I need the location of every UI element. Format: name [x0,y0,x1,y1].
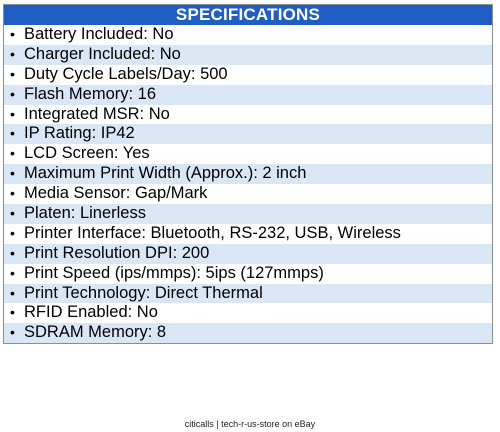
spec-text: Media Sensor: Gap/Mark [24,184,208,203]
footer-credit: citicalls | tech-r-us-store on eBay [184,419,316,429]
bullet-icon: • [10,65,15,82]
spec-row: • Print Speed (ips/mmps): 5ips (127mmps) [4,263,492,284]
spec-text: Print Resolution DPI: 200 [24,243,210,262]
specifications-list: • Battery Included: No • Charger Included: … [4,25,492,344]
bullet-icon: • [10,165,15,182]
spec-text: Flash Memory: 16 [24,84,157,103]
bullet-icon: • [10,85,15,102]
spec-row: • Charger Included: No [4,44,492,65]
spec-text: Charger Included: No [24,44,181,63]
spec-text: Integrated MSR: No [24,104,170,123]
spec-row: • Print Resolution DPI: 200 [4,243,492,264]
spec-row: • Media Sensor: Gap/Mark [4,184,492,205]
bullet-icon: • [10,105,15,122]
spec-text: Print Speed (ips/mmps): 5ips (127mmps) [24,263,324,282]
spec-row: • SDRAM Memory: 8 [4,323,492,344]
spec-row: • RFID Enabled: No [4,303,492,324]
spec-row: • Duty Cycle Labels/Day: 500 [4,64,492,85]
bullet-icon: • [10,125,15,142]
bullet-icon: • [10,264,15,281]
spec-row: • IP Rating: IP42 [4,124,492,145]
bullet-icon: • [10,185,15,202]
spec-text: Print Technology: Direct Thermal [24,283,263,302]
spec-row: • Platen: Linerless [4,204,492,224]
spec-row: • Print Technology: Direct Thermal [4,283,492,304]
spec-text: Duty Cycle Labels/Day: 500 [24,64,228,83]
bullet-icon: • [10,224,15,241]
spec-row: • Battery Included: No [4,25,492,45]
spec-text: SDRAM Memory: 8 [24,323,167,342]
spec-text: Battery Included: No [24,25,174,43]
spec-row: • Integrated MSR: No [4,104,492,125]
spec-row: • Flash Memory: 16 [4,84,492,105]
bullet-icon: • [10,244,15,261]
bullet-icon: • [10,26,15,42]
spec-row: • LCD Screen: Yes [4,144,492,165]
specifications-header: SPECIFICATIONS [4,5,492,25]
bullet-icon: • [10,205,15,222]
bullet-icon: • [10,145,15,162]
spec-text: RFID Enabled: No [24,303,158,322]
bullet-icon: • [10,324,15,341]
specifications-table: SPECIFICATIONS • Battery Included: No • Cha… [3,4,493,345]
spec-text: Maximum Print Width (Approx.): 2 inch [24,164,307,183]
spec-row: • Printer Interface: Bluetooth, RS-232, U… [4,223,492,244]
bullet-icon: • [10,304,15,321]
bullet-icon: • [10,284,15,301]
spec-row: • Maximum Print Width (Approx.): 2 inch [4,164,492,185]
spec-text: LCD Screen: Yes [24,144,150,163]
spec-text: IP Rating: IP42 [24,124,135,143]
spec-text: Printer Interface: Bluetooth, RS-232, US… [24,223,401,242]
bullet-icon: • [10,45,15,62]
spec-text: Platen: Linerless [24,204,146,223]
